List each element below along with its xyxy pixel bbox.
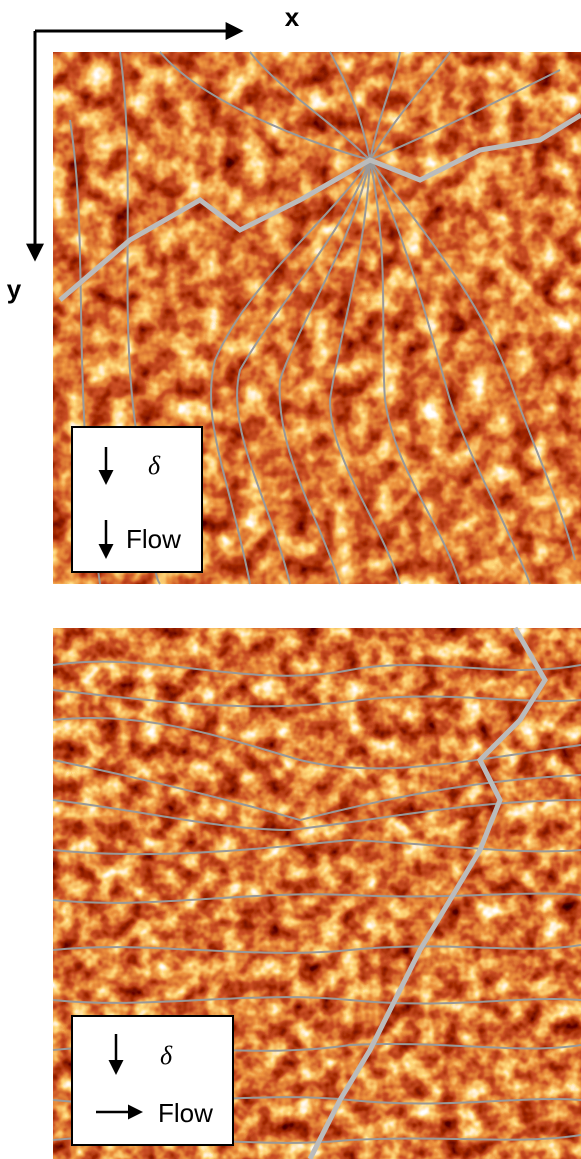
legend-flow: Flow [158,1098,213,1128]
y-label: y [7,274,22,304]
legend-flow: Flow [126,524,181,554]
figure: x y δ⃗ Flow [0,0,581,1159]
x-label: x [285,2,300,32]
legend-delta: δ⃗ [148,451,180,480]
bottom-panel: δ⃗ Flow [53,628,581,1159]
top-panel: δ⃗ Flow [53,52,581,584]
legend-delta: δ⃗ [160,1041,192,1070]
